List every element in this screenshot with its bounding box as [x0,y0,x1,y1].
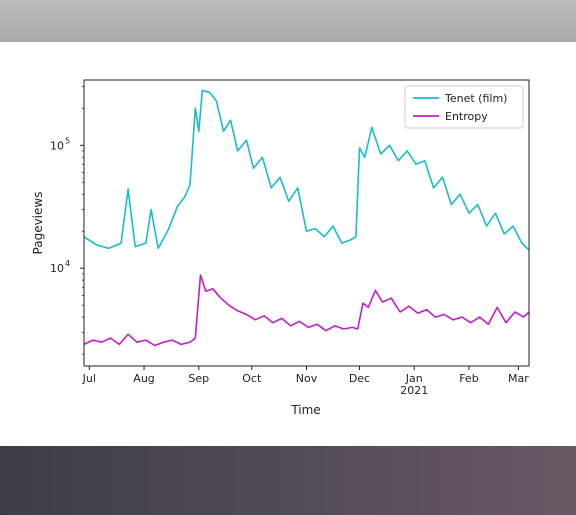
y-tick-exponent: 4 [65,259,70,268]
x-tick-label: Aug [133,372,154,385]
legend-label-0: Tenet (film) [444,92,507,105]
legend-box [404,85,524,129]
top-background-band [0,0,576,42]
y-tick-label: 10 [50,139,64,152]
x-tick-label: Feb [459,372,478,385]
legend-label-1: Entropy [445,110,488,123]
series-line-0 [83,89,530,251]
x-tick-label: Jan [405,372,423,385]
x-tick-label: Jul [82,372,96,385]
chart-figure: Jul Aug Sep Oct Nov Dec Jan 2021 Feb Mar 10 4 10 5 T… [0,42,576,446]
series-line-1 [83,274,530,347]
y-tick-exponent: 5 [65,136,70,145]
y-tick-label: 10 [50,262,64,275]
x-tick-label: Oct [242,372,262,385]
series-layer [83,89,530,347]
x-tick-label: Sep [188,372,209,385]
legend: Tenet (film) Entropy [404,85,524,129]
x-axis-label: Time [290,403,320,417]
x-tick-label: Nov [296,372,318,385]
y-axis-label: Pageviews [31,192,45,255]
x-tick-sublabel: 2021 [400,384,428,397]
bottom-background-band [0,446,576,515]
x-tick-label: Dec [349,372,370,385]
x-tick-label: Mar [508,372,529,385]
